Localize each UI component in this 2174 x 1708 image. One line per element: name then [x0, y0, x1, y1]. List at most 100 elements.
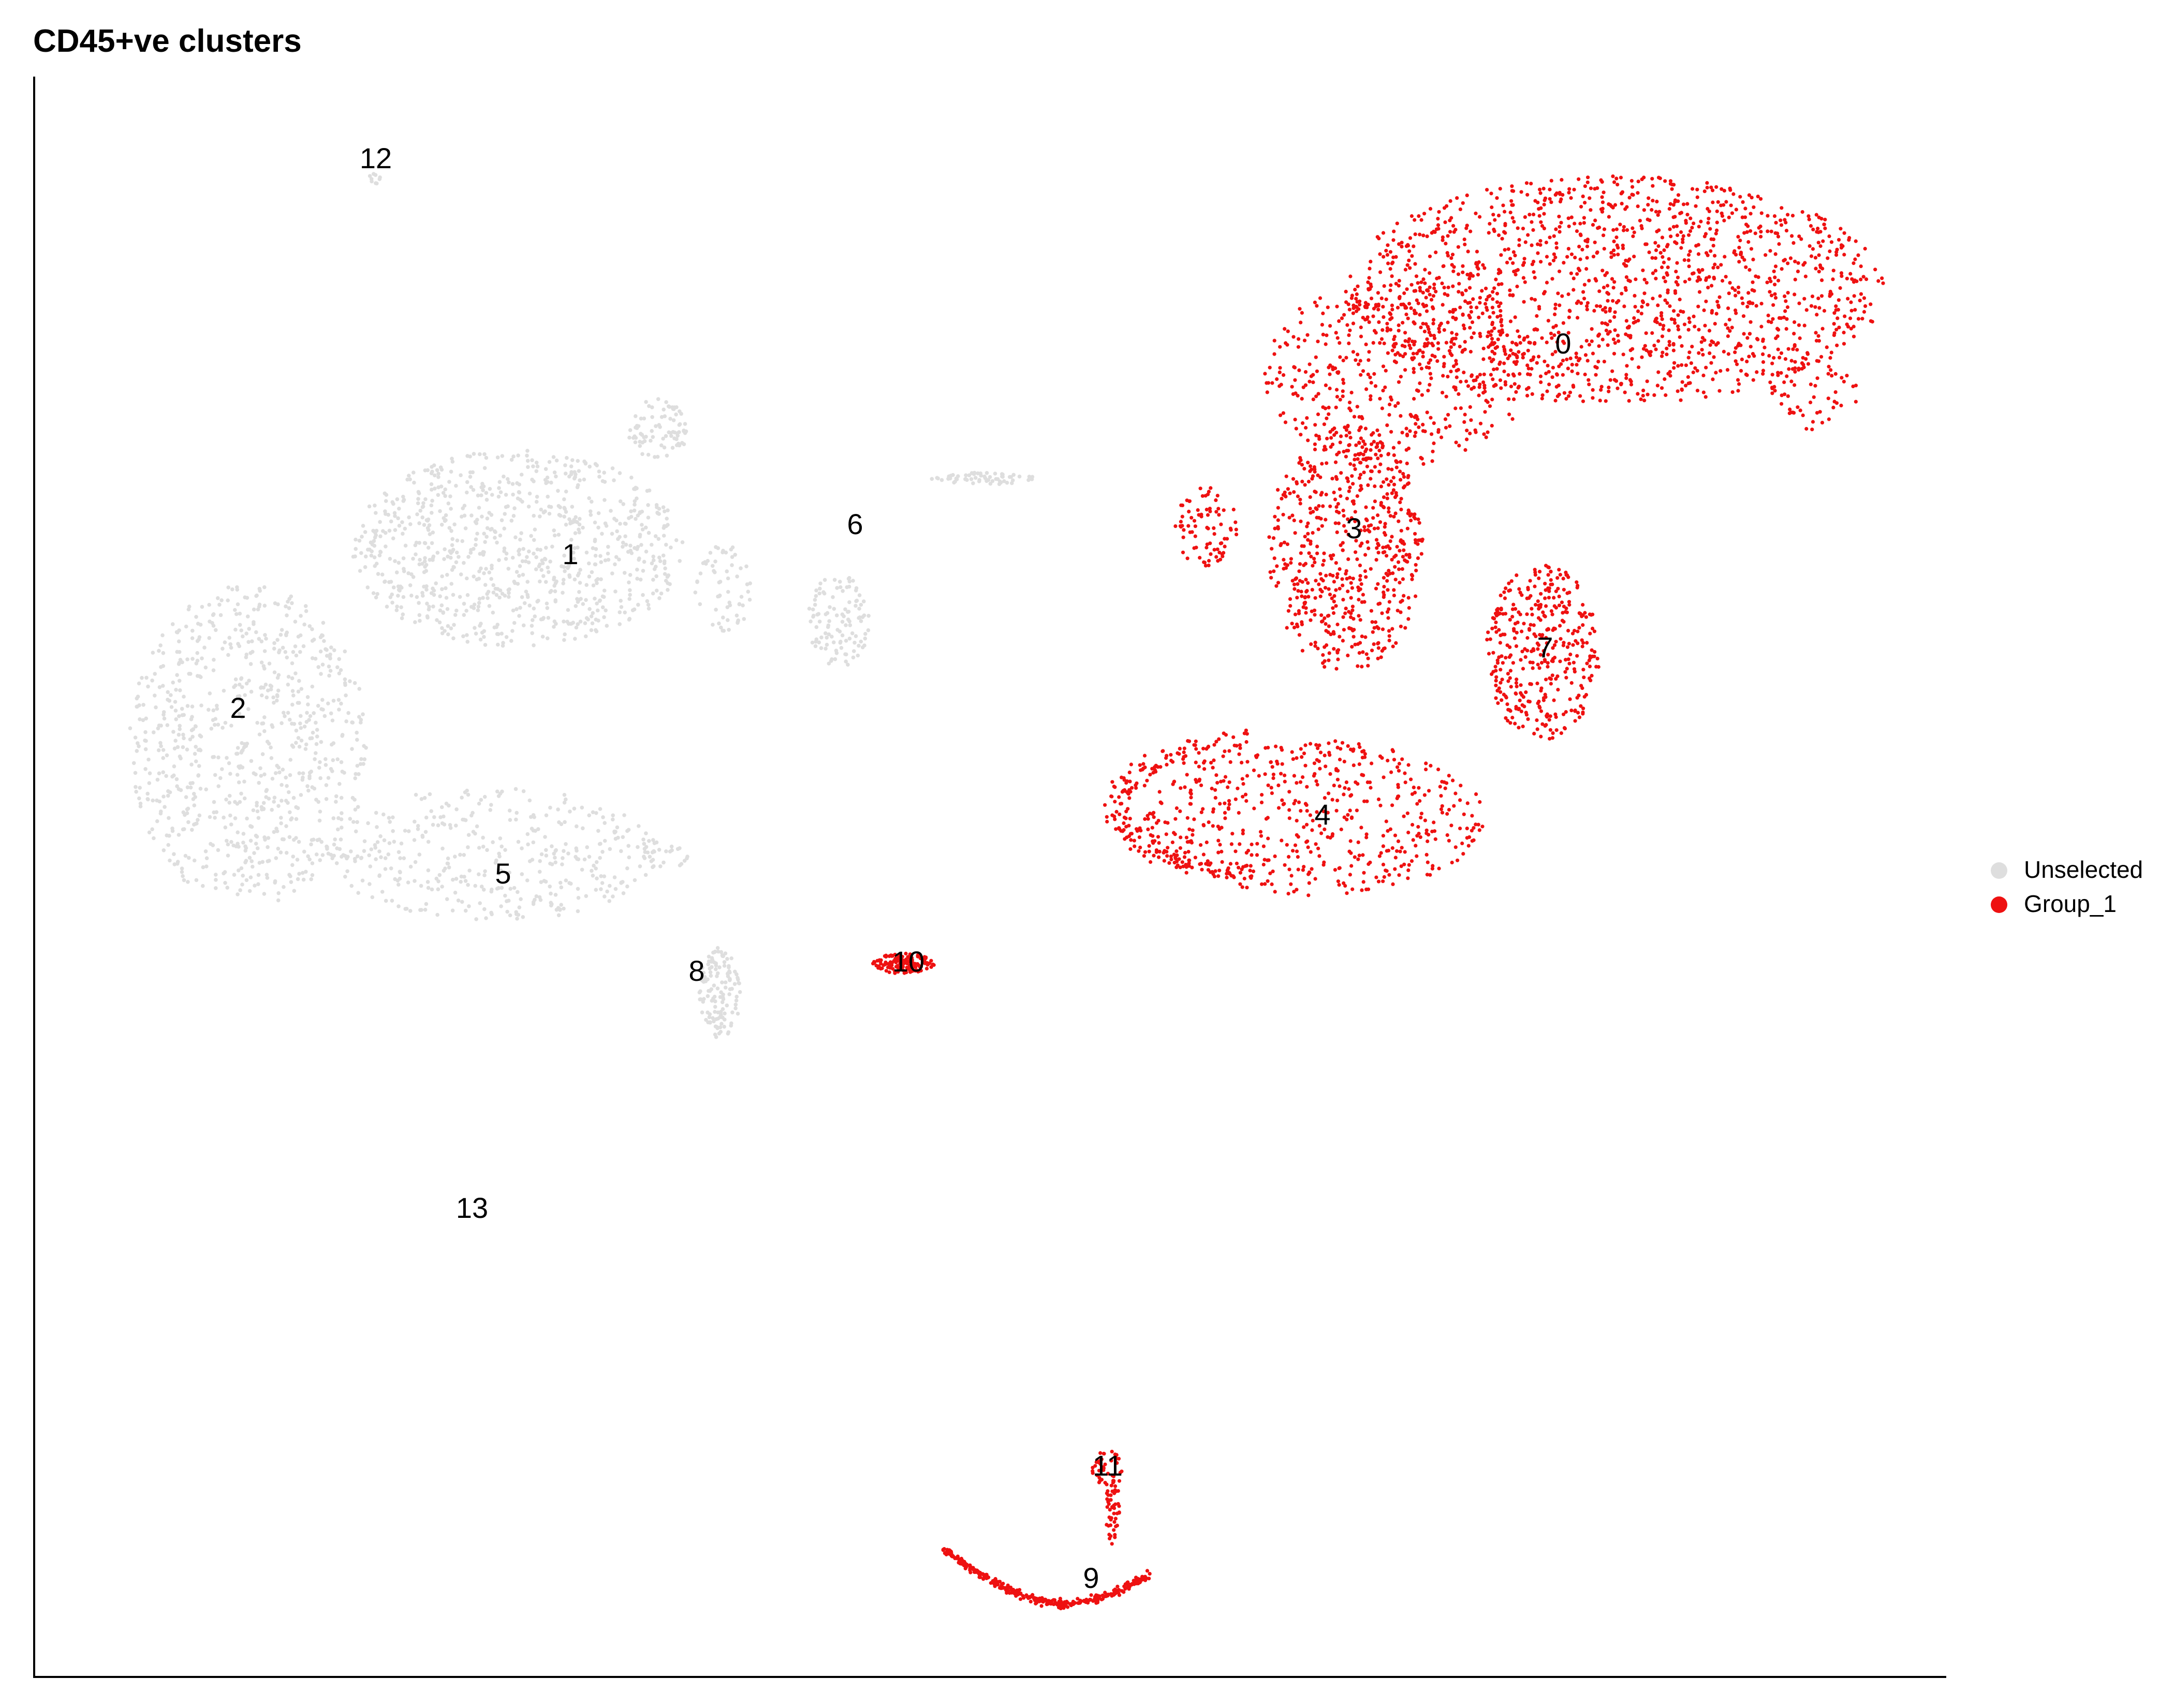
- cell-point: [234, 752, 239, 756]
- cell-point: [1375, 445, 1379, 449]
- cell-point: [1383, 385, 1387, 389]
- cell-point: [1414, 540, 1418, 545]
- cell-point: [1415, 351, 1419, 356]
- cell-point: [1164, 832, 1168, 836]
- cell-point: [1398, 469, 1402, 474]
- cell-point: [1446, 234, 1450, 238]
- cell-point: [151, 798, 155, 803]
- cell-point: [1389, 770, 1393, 774]
- cell-point: [1211, 807, 1215, 811]
- cell-point: [1720, 187, 1724, 191]
- cell-point: [374, 595, 378, 600]
- cell-point: [1238, 842, 1242, 846]
- cell-point: [1344, 289, 1348, 294]
- cell-point: [1655, 384, 1659, 388]
- cell-point: [1319, 613, 1324, 617]
- cell-point: [1621, 243, 1625, 247]
- cell-point: [175, 745, 180, 749]
- cell-point: [521, 547, 525, 551]
- cell-point: [654, 424, 658, 429]
- cell-point: [1743, 215, 1747, 219]
- cell-point: [1335, 394, 1339, 399]
- cell-point: [1272, 338, 1276, 343]
- cell-point: [1770, 391, 1774, 395]
- cell-point: [1595, 251, 1599, 255]
- cell-point: [624, 542, 628, 547]
- cell-point: [1378, 803, 1383, 807]
- cell-point: [1386, 829, 1390, 833]
- cell-point: [1785, 374, 1789, 378]
- cell-point: [172, 746, 177, 750]
- cell-point: [706, 558, 710, 563]
- cell-point: [1388, 267, 1392, 271]
- cell-point: [1292, 625, 1297, 629]
- cell-point: [610, 532, 614, 536]
- cell-point: [1566, 366, 1570, 371]
- cell-point: [439, 603, 444, 608]
- cell-point: [1873, 268, 1877, 272]
- cell-point: [521, 572, 525, 577]
- cell-point: [1514, 390, 1518, 394]
- cell-point: [392, 511, 397, 515]
- cell-point: [1734, 311, 1738, 315]
- cell-point: [1508, 319, 1513, 323]
- cell-point: [1668, 202, 1672, 206]
- cell-point: [504, 635, 509, 639]
- cell-point: [554, 474, 558, 479]
- cell-point: [1351, 350, 1355, 354]
- cell-point: [1591, 223, 1595, 227]
- cell-point: [436, 493, 440, 497]
- cell-point: [261, 721, 266, 726]
- cell-point: [1230, 832, 1235, 836]
- cell-point: [1408, 346, 1413, 350]
- cell-point: [636, 602, 640, 607]
- cell-point: [1492, 229, 1496, 233]
- cell-point: [1578, 394, 1582, 398]
- cell-point: [1620, 291, 1624, 296]
- cell-point: [1471, 274, 1475, 278]
- cell-point: [510, 629, 515, 633]
- cell-point: [1543, 196, 1548, 200]
- cell-point: [186, 607, 191, 612]
- cell-point: [1602, 285, 1606, 290]
- cell-point: [1521, 263, 1525, 267]
- cell-point: [357, 715, 361, 719]
- cell-point: [1532, 259, 1536, 263]
- cell-point: [1411, 357, 1415, 362]
- cell-point: [1555, 340, 1559, 344]
- cell-point: [1432, 829, 1437, 833]
- cell-point: [577, 530, 581, 535]
- cell-point: [596, 577, 600, 581]
- cell-point: [1559, 197, 1563, 201]
- cell-point: [1637, 365, 1641, 370]
- cell-point: [1363, 301, 1368, 305]
- cell-point: [1480, 824, 1485, 829]
- cell-point: [1642, 291, 1647, 296]
- cell-point: [1573, 256, 1577, 260]
- cell-point: [442, 557, 446, 561]
- cell-point: [1644, 242, 1649, 246]
- cell-point: [1388, 539, 1392, 543]
- cell-point: [1295, 481, 1299, 485]
- cell-point: [1193, 524, 1197, 528]
- cell-point: [1274, 744, 1278, 748]
- cell-point: [319, 707, 324, 711]
- cell-point: [1510, 189, 1514, 193]
- cell-point: [226, 598, 230, 602]
- cell-point: [1793, 292, 1797, 297]
- cell-point: [1708, 351, 1712, 356]
- cell-point: [1784, 299, 1788, 303]
- cell-point: [1391, 488, 1396, 492]
- cell-point: [1613, 203, 1618, 207]
- cell-point: [1382, 576, 1386, 580]
- cell-point: [166, 698, 170, 702]
- cell-point: [464, 609, 468, 613]
- cell-point: [1355, 494, 1359, 498]
- cell-point: [639, 543, 643, 547]
- cell-point: [1391, 749, 1396, 754]
- cell-point: [1391, 476, 1396, 480]
- cell-point: [229, 645, 233, 650]
- cell-point: [650, 542, 654, 547]
- cell-point: [1349, 516, 1354, 520]
- cell-point: [623, 534, 627, 538]
